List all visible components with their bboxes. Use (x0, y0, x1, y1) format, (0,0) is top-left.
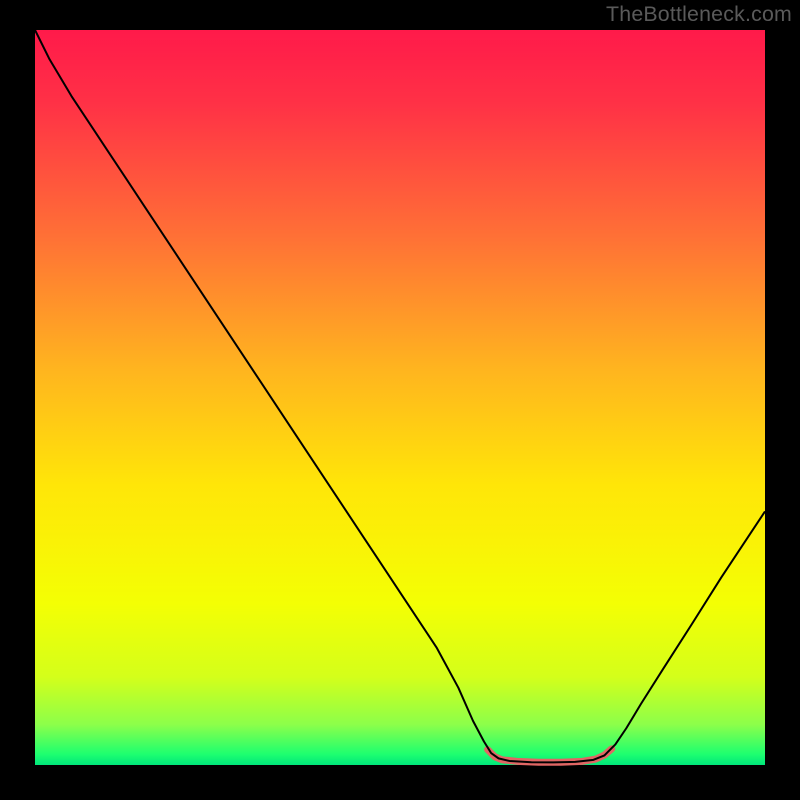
gradient-background (35, 30, 765, 765)
chart-frame: TheBottleneck.com (0, 0, 800, 800)
watermark-text: TheBottleneck.com (606, 2, 792, 27)
bottleneck-curve-chart (0, 0, 800, 800)
